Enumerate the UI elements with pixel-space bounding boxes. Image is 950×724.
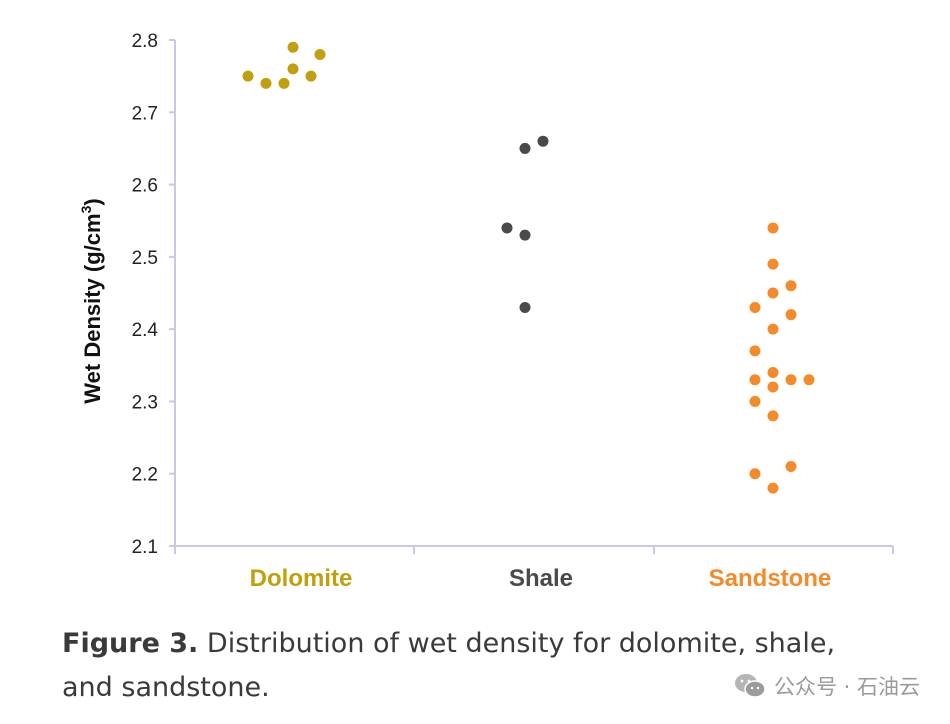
category-label-sandstone: Sandstone: [709, 565, 832, 592]
data-point-dolomite: [305, 70, 317, 82]
y-tick-label: 2.3: [132, 392, 158, 413]
data-point-sandstone: [785, 309, 797, 321]
data-point-dolomite: [287, 63, 299, 75]
data-point-sandstone: [749, 345, 761, 357]
category-label-shale: Shale: [509, 565, 573, 592]
data-point-sandstone: [767, 410, 779, 422]
y-tick-label: 2.1: [132, 537, 158, 558]
data-point-shale: [501, 222, 513, 234]
data-point-sandstone: [785, 374, 797, 386]
y-tick-label: 2.5: [132, 248, 158, 269]
y-tick-label: 2.2: [132, 465, 158, 486]
y-tick-label: 2.7: [132, 103, 158, 124]
scatter-chart: 2.1 2.2 2.3 2.4 2.5 2.6 2.7 2.8 Dolomite Shale Sa…: [78, 31, 894, 592]
data-point-sandstone: [749, 301, 761, 313]
data-point-dolomite: [278, 77, 290, 89]
x-axis: [174, 545, 894, 554]
y-tick-label: 2.4: [132, 320, 159, 341]
data-point-dolomite: [260, 77, 272, 89]
data-point-sandstone: [803, 374, 815, 386]
data-point-dolomite: [242, 70, 254, 82]
data-point-sandstone: [767, 287, 779, 299]
data-point-shale: [537, 135, 549, 147]
y-axis: 2.1 2.2 2.3 2.4 2.5 2.6 2.7 2.8: [132, 31, 176, 558]
data-point-sandstone: [785, 280, 797, 292]
data-point-sandstone: [767, 367, 779, 379]
y-axis-title-superscript: 3: [78, 205, 94, 213]
data-point-dolomite: [314, 48, 326, 60]
y-axis-title-text: Wet Density (g/cm: [80, 213, 105, 403]
figure-caption-text: Distribution of wet density for dolomite…: [62, 628, 836, 703]
data-point-shale: [519, 301, 531, 313]
figure-caption: Figure 3. Distribution of wet density fo…: [62, 622, 882, 710]
figure-caption-label: Figure 3.: [62, 628, 199, 659]
wechat-icon: [734, 672, 766, 700]
data-points: [242, 41, 815, 494]
data-point-sandstone: [749, 395, 761, 407]
data-point-sandstone: [749, 374, 761, 386]
data-point-sandstone: [785, 460, 797, 472]
data-point-sandstone: [767, 482, 779, 494]
category-label-dolomite: Dolomite: [250, 565, 353, 592]
y-tick-label: 2.6: [132, 176, 158, 197]
watermark: 公众号 · 石油云: [734, 670, 920, 702]
data-point-dolomite: [287, 41, 299, 53]
data-point-sandstone: [767, 222, 779, 234]
y-axis-title: Wet Density (g/cm3): [78, 198, 105, 403]
data-point-shale: [519, 229, 531, 241]
y-tick-label: 2.8: [132, 31, 158, 52]
category-labels: Dolomite Shale Sandstone: [250, 565, 832, 592]
data-point-sandstone: [767, 381, 779, 393]
data-point-shale: [519, 142, 531, 154]
y-axis-title-close: ): [80, 198, 105, 205]
watermark-text: 公众号 · 石油云: [773, 675, 920, 699]
data-point-sandstone: [749, 468, 761, 480]
data-point-sandstone: [767, 258, 779, 270]
data-point-sandstone: [767, 323, 779, 335]
